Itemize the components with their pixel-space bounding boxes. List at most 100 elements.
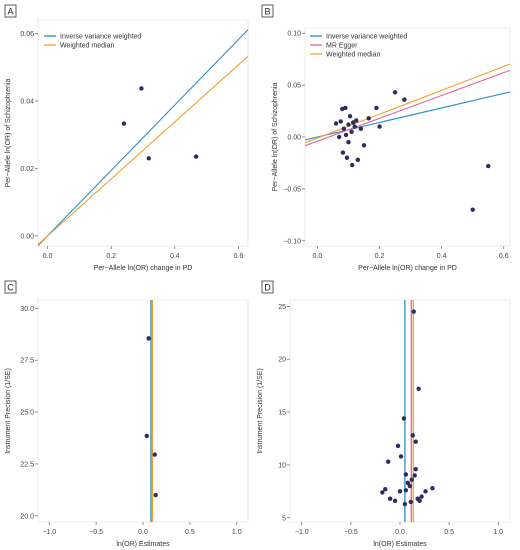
panel-d: D −1.0 −0.5 0.0 0.5 1.0 5 10 15 20 25 ln(OR) Estima… (257, 280, 511, 548)
panel-b-point (341, 126, 347, 131)
panel-c-xtick-label: −1.0 (42, 529, 56, 536)
panel-d-ytick-label: 25 (278, 304, 286, 311)
panel-a-xtick-label: 0.0 (43, 253, 53, 260)
panel-d-point (413, 439, 418, 444)
panel-c-ytick-label: 30.0 (20, 306, 34, 313)
panel-b-point (344, 155, 350, 160)
panel-d-point (416, 386, 421, 391)
panel-d-point (408, 499, 414, 505)
panel-d-badge: D (261, 280, 274, 294)
panel-c-ytick-label: 27.5 (20, 358, 34, 365)
panel-d-badge-letter: D (264, 283, 271, 293)
panel-d-xtick-label: −0.5 (344, 529, 358, 536)
panel-b-x-axis-label: Per−Allele ln(OR) change in PD (358, 265, 457, 272)
panel-b-point (340, 150, 346, 155)
panel-b-point (343, 132, 349, 138)
panel-b-point (355, 157, 361, 163)
panel-a-legend-label: Weighted median (60, 43, 114, 50)
panel-b-badge: B (261, 4, 274, 18)
panel-b-point (374, 105, 379, 111)
panel-d-ytick-label: 5 (282, 515, 286, 522)
panel-b-point (333, 121, 339, 126)
panel-a-badge-box (4, 4, 17, 18)
panel-a-y-axis-label: Per−Allele ln(OR) of Schizophrenia (5, 79, 12, 188)
panel-b-line-egger (305, 69, 510, 147)
panel-b-point (366, 116, 371, 121)
panel-a-badge: A (4, 4, 17, 18)
panel-d-point (403, 488, 409, 493)
panel-d-y-axis-label: Instrument Precision (1/SE) (257, 368, 264, 454)
panel-b-legend-label: Weighted median (326, 52, 380, 59)
panel-b-point (349, 129, 354, 135)
panel-a-ytick-label: 0.04 (20, 98, 34, 105)
panel-d-point (403, 472, 409, 477)
panel-b-badge-box (261, 4, 274, 18)
panel-c: C −1.0 −0.5 0.0 0.5 1.0 20.0 22.5 25.0 27.5 30.0 ln… (4, 280, 249, 548)
panel-d-plot-area (289, 299, 511, 523)
panel-b-point (338, 119, 343, 124)
panel-d-point (402, 501, 408, 507)
panel-b-point (350, 162, 355, 168)
panel-c-xtick-label: 0.5 (185, 529, 195, 536)
panel-a-point (121, 121, 127, 126)
panel-b-xtick-label: 0.0 (313, 253, 323, 260)
panel-a-xtick-label: 0.6 (234, 253, 244, 260)
panel-d-ytick-label: 15 (278, 410, 286, 417)
panel-a-point (193, 154, 199, 159)
panel-b-point (346, 139, 351, 145)
panel-b-ytick-label: −0.05 (283, 186, 301, 193)
panel-a-badge-letter: A (7, 7, 13, 17)
panel-d-point (407, 483, 413, 489)
panel-b: B 0.0 0.2 0.4 0.6 −0.10 −0.05 0.00 0.05 0.10 Per−A… (261, 4, 511, 272)
panel-b-point (347, 114, 353, 119)
panel-a-point (139, 86, 144, 91)
panel-d-point (395, 443, 401, 449)
panel-b-point (358, 126, 364, 131)
panel-a-legend: Inverse variance weighted Weighted median (44, 34, 141, 50)
panel-d-ytick-label: 20 (278, 357, 286, 364)
panel-c-point (152, 452, 157, 457)
panel-c-point (146, 336, 151, 341)
panel-a-legend-label: Inverse variance weighted (60, 34, 141, 41)
panel-d-point (430, 485, 435, 491)
panel-d-point (380, 490, 385, 495)
panel-c-ytick-label: 22.5 (20, 461, 34, 468)
panel-b-line-wmedian (305, 63, 510, 144)
panel-b-ytick-label: 0.05 (287, 83, 301, 90)
panel-d-badge-box (261, 280, 274, 294)
panel-b-point (352, 124, 357, 129)
panel-a-ytick-label: 0.00 (20, 233, 34, 240)
panel-b-xtick-label: 0.2 (375, 253, 385, 260)
panel-a-plot-area (37, 19, 249, 247)
panel-a-ytick-label: 0.06 (20, 31, 34, 38)
panel-b-plot-area (304, 27, 511, 247)
panel-d-point (419, 494, 424, 499)
panel-c-badge-box (4, 280, 17, 294)
panel-b-point (361, 143, 367, 148)
panel-b-point (336, 134, 342, 140)
panel-d-xtick-label: 0.5 (444, 529, 454, 536)
panel-d-point (387, 496, 393, 501)
panel-a-xtick-label: 0.2 (106, 253, 116, 260)
panel-d-point (401, 416, 407, 421)
panel-a-line-ivw (38, 29, 248, 246)
panel-c-x-axis-label: ln(OR) Estimates (116, 541, 170, 548)
panel-b-ytick-label: 0.00 (287, 135, 301, 142)
panel-b-xtick-label: 0.6 (499, 253, 509, 260)
panel-c-plot-area (37, 299, 249, 523)
panel-b-point (343, 105, 348, 111)
panel-b-legend-label: MR Egger (326, 43, 358, 50)
panel-c-y-axis-label: Instrument Precision (1/SE) (5, 368, 12, 454)
panel-b-legend: Inverse variance weighted MR Egger Weighte… (310, 34, 407, 59)
panel-a-xtick-label: 0.4 (170, 253, 180, 260)
panel-d-point (410, 433, 415, 438)
panel-b-point (350, 120, 356, 125)
panel-c-ytick-label: 25.0 (20, 410, 34, 417)
panel-c-point (144, 433, 149, 439)
panel-d-point (413, 466, 418, 472)
panel-b-ytick-label: −0.10 (283, 238, 301, 245)
panel-c-xtick-label: 0.0 (138, 529, 148, 536)
panel-d-point (383, 487, 388, 492)
panel-b-point (377, 124, 382, 129)
panel-b-y-axis-label: Per−Allele ln(OR) of Schizophrenia (272, 83, 279, 192)
